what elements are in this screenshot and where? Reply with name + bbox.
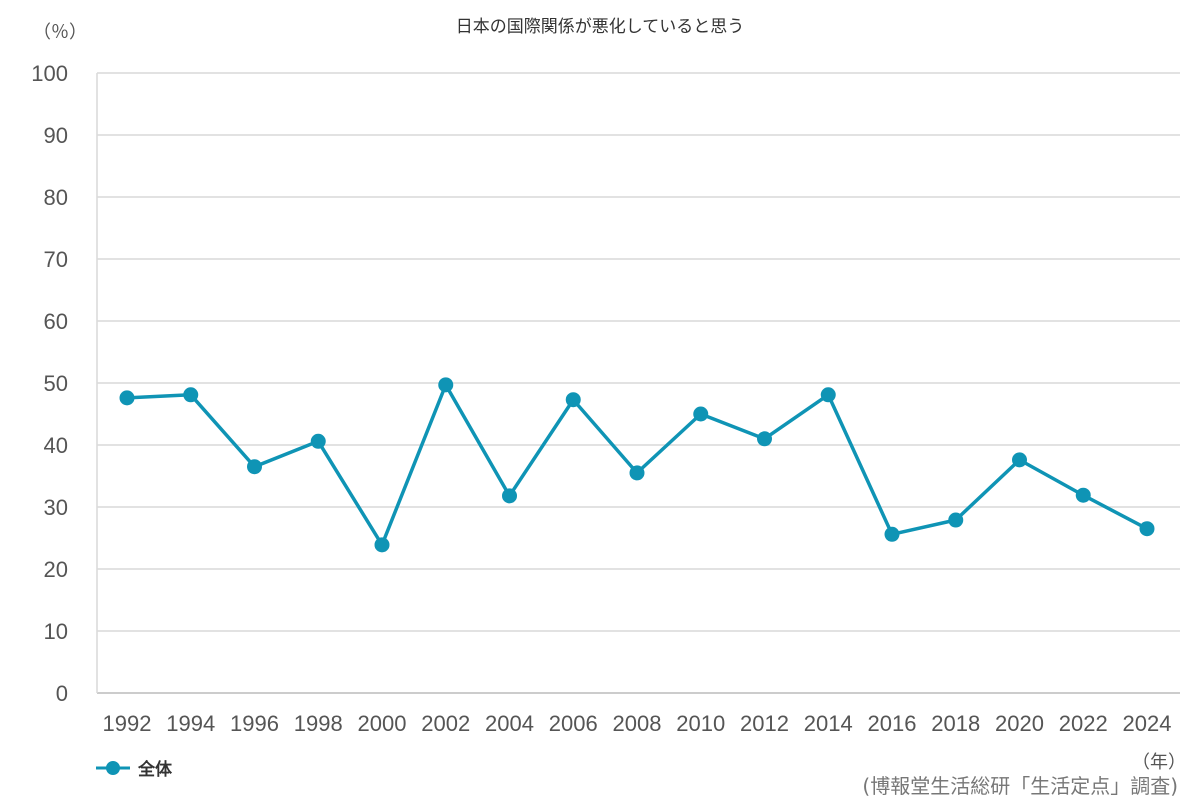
chart-title: 日本の国際関係が悪化していると思う	[455, 17, 745, 37]
data-point	[565, 392, 581, 408]
series-line	[126, 383, 1148, 547]
data-point	[502, 488, 517, 504]
source-note: (博報堂生活総研「生活定点」調査)	[862, 774, 1178, 798]
data-point	[1012, 452, 1027, 468]
y-tick-label: 50	[44, 371, 68, 396]
y-tick-label: 60	[44, 309, 68, 334]
data-point	[693, 406, 709, 422]
x-tick-label: 2008	[613, 711, 662, 736]
data-point	[310, 433, 326, 449]
y-tick-label: 0	[56, 681, 68, 706]
y-tick-label: 100	[31, 61, 68, 86]
x-tick-label: 2022	[1059, 711, 1108, 736]
x-tick-label: 2024	[1123, 711, 1172, 736]
x-tick-label: 2012	[740, 711, 789, 736]
y-tick-label: 10	[44, 619, 68, 644]
data-point	[1075, 487, 1091, 503]
x-tick-label: 2006	[549, 711, 598, 736]
x-tick-label: 2004	[485, 711, 534, 736]
x-tick-label: 2002	[421, 711, 470, 736]
y-tick-label: 20	[44, 557, 68, 582]
data-point	[820, 387, 836, 403]
data-point	[757, 431, 772, 447]
data-point	[629, 465, 645, 481]
x-tick-label: 2000	[358, 711, 407, 736]
y-tick-label: 90	[44, 123, 68, 148]
x-tick-label: 2016	[868, 711, 917, 736]
legend-label: 全体	[138, 760, 172, 780]
x-tick-label: 2020	[995, 711, 1044, 736]
data-point	[247, 459, 262, 475]
data-point	[119, 390, 135, 406]
x-tick-label: 1996	[230, 711, 279, 736]
x-tick-label: 2018	[931, 711, 980, 736]
x-tick-label: 1998	[294, 711, 343, 736]
data-point	[438, 377, 454, 393]
x-tick-label: 2014	[804, 711, 853, 736]
x-tick-label: 2010	[676, 711, 725, 736]
legend: 全体	[96, 755, 172, 780]
y-tick-label: 70	[44, 247, 68, 272]
legend-marker-icon	[96, 760, 130, 775]
data-point	[1139, 521, 1155, 537]
y-axis-unit: （％）	[33, 22, 87, 43]
x-axis-unit: （年）	[1132, 752, 1186, 773]
y-tick-label: 40	[44, 433, 68, 458]
y-tick-label: 80	[44, 185, 68, 210]
data-point	[948, 512, 964, 528]
y-tick-label: 30	[44, 495, 68, 520]
x-tick-label: 1994	[166, 711, 215, 736]
x-tick-label: 1992	[103, 711, 152, 736]
data-point	[374, 537, 390, 553]
data-point	[884, 526, 900, 542]
data-point	[183, 387, 199, 403]
